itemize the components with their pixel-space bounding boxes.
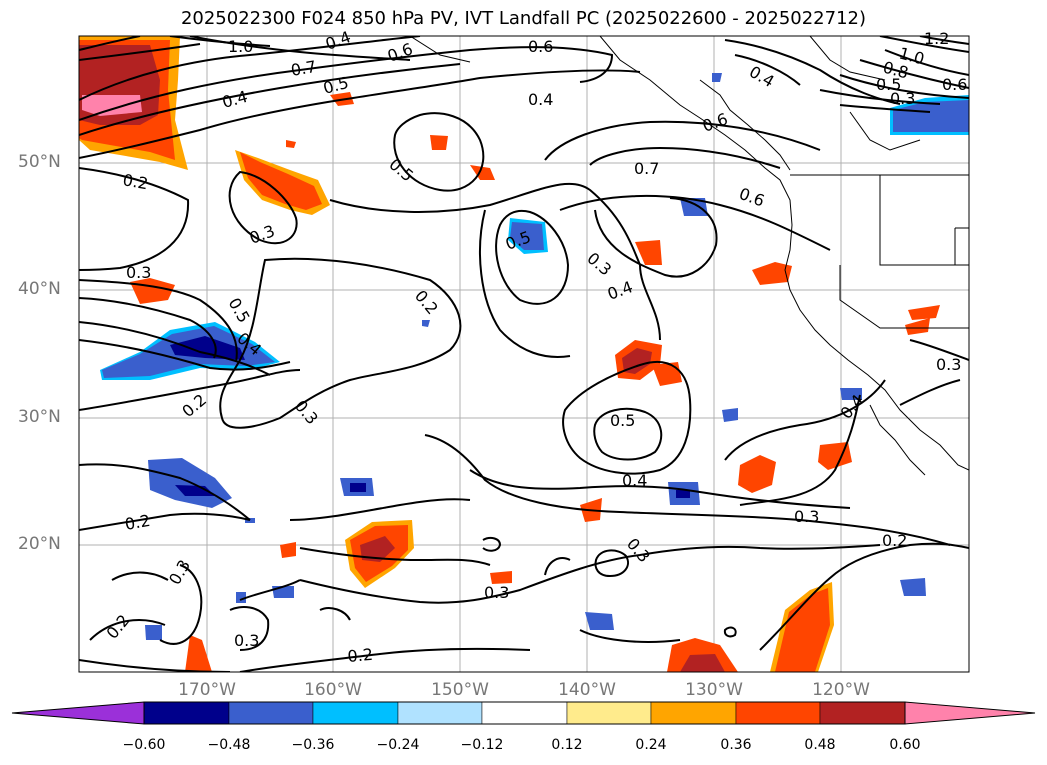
contour-label: 0.2 xyxy=(411,286,442,318)
colorbar-swatch xyxy=(566,701,652,725)
contour-label: 0.4 xyxy=(220,87,250,112)
colorbar-tick: 0.60 xyxy=(889,737,921,753)
contour-label: 0.2 xyxy=(178,390,210,421)
negative-anomaly-shading xyxy=(100,73,969,640)
contour-label: 0.7 xyxy=(289,57,317,80)
contour-label: 0.6 xyxy=(942,75,967,94)
colorbar-tick: 0.36 xyxy=(720,737,752,753)
colorbar-tick: 0.48 xyxy=(804,737,836,753)
contour-label: 0.3 xyxy=(484,583,509,602)
contour-label: 0.3 xyxy=(583,249,615,280)
colorbar-tick: −0.48 xyxy=(207,737,251,753)
colorbar-tick: 0.12 xyxy=(551,737,583,753)
contour-label: 0.3 xyxy=(794,507,819,526)
colorbar-tick: −0.24 xyxy=(376,737,420,753)
colorbar-tick: −0.12 xyxy=(460,737,504,753)
contour-label: 0.3 xyxy=(234,631,259,650)
contour-label: 0.5 xyxy=(225,295,254,327)
plot-title: 2025022300 F024 850 hPa PV, IVT Landfall… xyxy=(180,8,867,29)
pv-contours xyxy=(79,36,969,672)
contour-label: 0.5 xyxy=(876,75,901,94)
contour-label: 0.6 xyxy=(700,109,730,136)
contour-label: 0.7 xyxy=(634,159,659,178)
colorbar-tick: −0.60 xyxy=(122,737,166,753)
colorbar-extend-max xyxy=(904,701,1036,725)
contour-label: 0.5 xyxy=(385,155,417,186)
lon-label: 120°W xyxy=(812,680,870,700)
contour-label: 0.4 xyxy=(528,90,553,109)
contour-label: 0.2 xyxy=(121,170,149,193)
lon-label: 160°W xyxy=(304,680,362,700)
colorbar-swatch xyxy=(819,701,906,725)
contour-label: 0.4 xyxy=(605,277,635,304)
colorbar-swatch xyxy=(228,701,314,725)
coastline xyxy=(409,36,969,476)
contour-label: 0.2 xyxy=(103,611,134,643)
colorbar-swatch xyxy=(481,701,568,725)
contour-label: 0.4 xyxy=(622,471,647,490)
lat-label: 20°N xyxy=(18,534,61,554)
colorbar-swatch xyxy=(735,701,821,725)
lat-label: 50°N xyxy=(18,152,61,172)
contour-label: 0.5 xyxy=(610,411,635,430)
contour-label: 1.0 xyxy=(228,37,253,56)
contour-label: 0.6 xyxy=(528,37,553,56)
lon-label: 150°W xyxy=(431,680,489,700)
contour-label: 0.3 xyxy=(291,396,322,428)
colorbar-tick: 0.24 xyxy=(635,737,667,753)
colorbar-extend-min xyxy=(11,701,145,725)
lat-label: 30°N xyxy=(18,407,61,427)
colorbar-swatch xyxy=(312,701,399,725)
colorbar-tick: −0.36 xyxy=(291,737,335,753)
colorbar xyxy=(11,701,1036,725)
colorbar-swatch xyxy=(397,701,483,725)
contour-label: 0.2 xyxy=(123,511,151,534)
contour-label: 0.2 xyxy=(347,645,374,666)
contour-label: 0.3 xyxy=(890,89,915,108)
contour-label: 0.4 xyxy=(323,27,353,54)
lat-label: 40°N xyxy=(18,279,61,299)
colorbar-swatch xyxy=(143,701,230,725)
colorbar-swatch xyxy=(650,701,737,725)
lon-label: 140°W xyxy=(558,680,616,700)
lon-label: 170°W xyxy=(178,680,236,700)
contour-label: 0.6 xyxy=(385,39,415,66)
contour-label: 0.3 xyxy=(126,263,151,282)
contour-label: 0.6 xyxy=(737,184,767,211)
contour-label: 0.3 xyxy=(936,355,961,374)
map-frame xyxy=(78,35,970,673)
contour-label: 0.4 xyxy=(746,62,778,91)
contour-label: 1.2 xyxy=(924,29,949,48)
contour-label: 0.3 xyxy=(165,556,194,588)
contour-label: 0.2 xyxy=(882,531,907,550)
lon-label: 130°W xyxy=(685,680,743,700)
